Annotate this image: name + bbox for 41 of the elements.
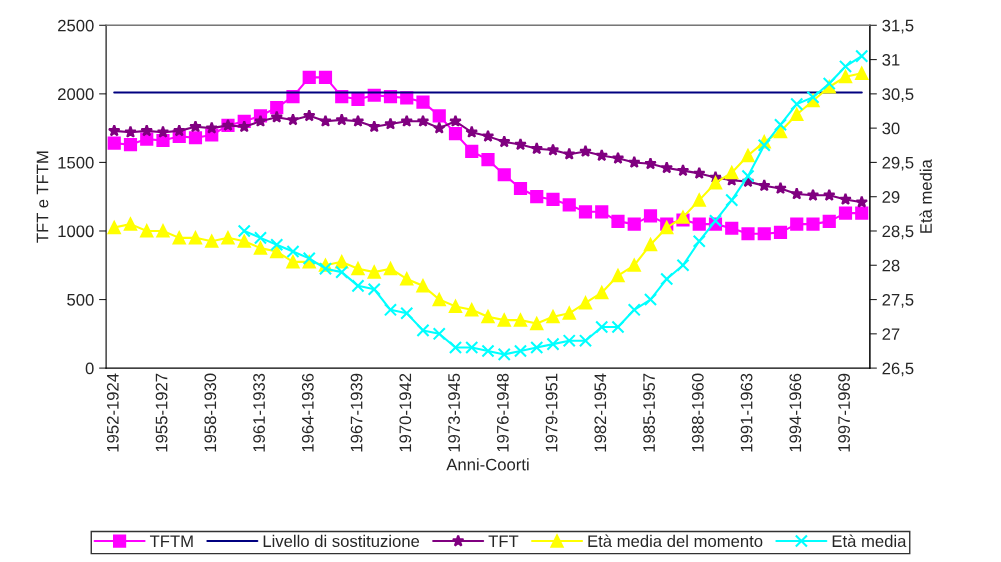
y-tick-label: 2500: [58, 19, 94, 32]
x-tick-label: 1985-1957: [643, 373, 655, 452]
y2-tick-label: 26,5: [882, 362, 914, 377]
x-tick-label: 1973-1945: [448, 373, 460, 452]
y2-tick-label: 30,5: [882, 88, 914, 103]
legend-label: TFT: [488, 535, 519, 547]
legend-label: TFTM: [149, 535, 193, 547]
y-tick-label: 500: [67, 293, 94, 306]
y2-axis-title: Età media: [919, 159, 932, 233]
x-tick-label: 1961-1933: [253, 373, 265, 452]
x-tick-label: 1952-1924: [106, 373, 119, 452]
y-axis-title: TFT e TFTM: [36, 151, 49, 243]
x-tick-label: 1997-1969: [838, 373, 850, 452]
y-tick-label: 1000: [58, 225, 94, 238]
x-tick-label: 1976-1948: [496, 373, 509, 452]
y-tick-label: 0: [85, 362, 94, 375]
y2-tick-label: 28: [882, 259, 900, 272]
y2-tick-label: 29: [882, 191, 900, 203]
legend-label: Età media: [832, 534, 907, 548]
x-tick-label: 1955-1927: [155, 373, 168, 452]
x-axis-title: Anni-Coorti: [446, 458, 529, 471]
y2-tick-label: 27: [882, 328, 900, 340]
y2-tick-label: 30: [882, 122, 900, 135]
y2-tick-label: 29,5: [882, 156, 914, 171]
x-tick-label: 1982-1954: [594, 373, 607, 452]
y2-tick-label: 28,5: [882, 225, 914, 240]
x-tick-label: 1958-1930: [204, 373, 217, 452]
y-tick-label: 2000: [58, 88, 94, 101]
x-tick-label: 1970-1942: [399, 373, 412, 452]
x-tick-label: 1988-1960: [691, 373, 704, 452]
y2-tick-label: 31: [882, 53, 900, 66]
legend-label: Età media del momento: [588, 534, 763, 548]
x-tick-label: 1991-1963: [740, 373, 753, 452]
y-tick-label: 1500: [58, 156, 94, 169]
legend-label: Livello di sostituzione: [263, 534, 420, 548]
x-tick-label: 1964-1936: [301, 373, 314, 452]
x-tick-label: 1979-1951: [545, 373, 558, 452]
y2-tick-label: 31,5: [882, 19, 914, 34]
x-tick-label: 1994-1966: [789, 373, 802, 452]
y2-tick-label: 27,5: [882, 293, 914, 308]
x-tick-label: 1967-1939: [350, 373, 363, 452]
